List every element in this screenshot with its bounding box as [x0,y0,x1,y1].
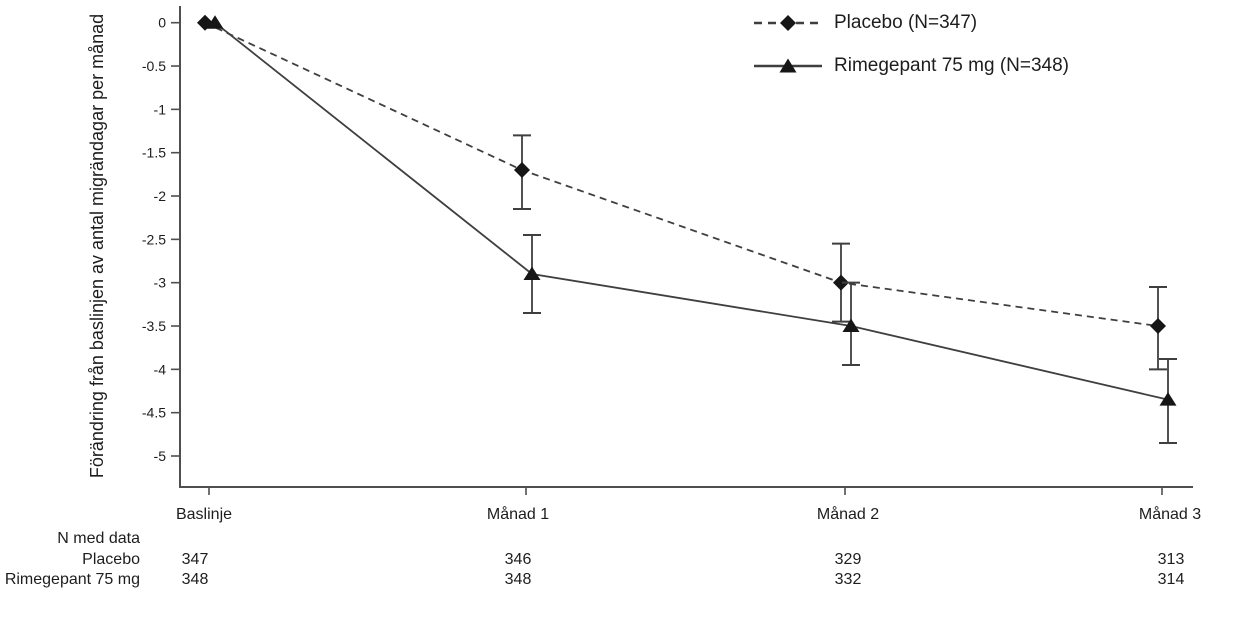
y-tick-label: -4.5 [142,405,166,421]
rimegepant-marker-0 [206,15,224,29]
y-tick-label: 0 [158,15,166,31]
rimegepant-solid-line-triangle-icon [754,58,822,73]
n-placebo-manad-1: 346 [504,551,532,568]
y-tick-label: -3.5 [142,318,166,334]
n-placebo-manad-3: 313 [1157,551,1185,568]
x-tick-label-manad-1: Månad 1 [486,506,550,523]
rimegepant-line [214,21,1169,401]
placebo-line [204,21,1159,327]
n-table-row-label-placebo: Placebo [82,551,140,568]
n-table-row-label-rimegepant: Rimegepant 75 mg [4,571,140,588]
legend-label-placebo: Placebo (N=347) [834,12,978,33]
n-rimegepant-manad-3: 314 [1157,571,1185,588]
legend-item-placebo: Placebo (N=347) [752,11,1069,35]
x-tick-label-manad-3: Månad 3 [1138,506,1202,523]
n-placebo-manad-2: 329 [834,551,862,568]
n-rimegepant-baslinje: 348 [181,571,209,588]
n-table-header: N med data [57,530,140,547]
rimegepant-marker-2 [842,318,860,333]
y-tick-label: -2.5 [142,231,166,247]
n-rimegepant-manad-1: 348 [504,571,532,588]
y-tick-label: -3 [154,275,167,291]
legend: Placebo (N=347) Rimegepant 75 mg (N=348) [752,11,1069,78]
placebo-marker-3 [1150,318,1166,335]
y-tick-label: -0.5 [142,58,166,74]
y-tick-label: -1.5 [142,145,166,161]
y-tick-label: -1 [154,101,167,117]
n-rimegepant-manad-2: 332 [834,571,862,588]
x-tick-label-baslinje: Baslinje [175,506,233,523]
placebo-marker-1 [514,162,530,179]
legend-label-rimegepant: Rimegepant 75 mg (N=348) [834,55,1069,76]
y-axis-label: Förändring från baslinjen av antal migrä… [87,13,107,479]
y-tick-label: -4 [154,361,167,377]
x-tick-label-manad-2: Månad 2 [816,506,880,523]
legend-item-rimegepant: Rimegepant 75 mg (N=348) [752,54,1069,78]
placebo-dashed-line-diamond-icon [754,15,822,31]
rimegepant-marker-1 [523,266,541,281]
n-placebo-baslinje: 347 [181,551,209,568]
y-tick-label: -5 [154,448,167,464]
rimegepant-marker-3 [1159,392,1177,406]
y-tick-label: -2 [154,188,167,204]
placebo-marker-2 [833,274,849,291]
